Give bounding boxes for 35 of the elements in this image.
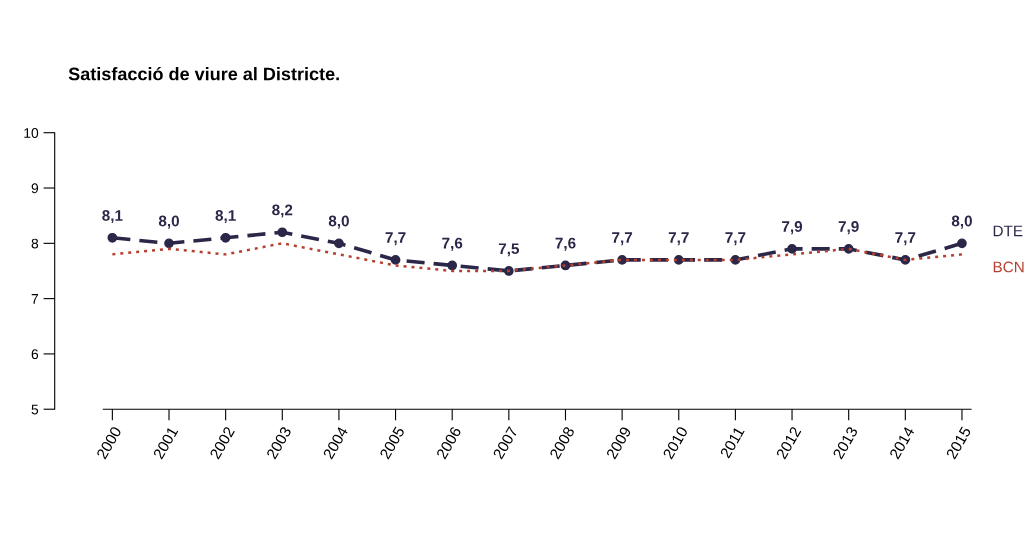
data-label: 7,6 (555, 237, 576, 251)
data-label: 7,7 (895, 232, 916, 246)
data-label: 8,1 (102, 210, 123, 224)
data-label: 8,0 (158, 215, 179, 229)
y-tick-label: 10 (24, 128, 39, 138)
point (107, 232, 118, 243)
point (277, 227, 288, 238)
data-label: 7,7 (725, 232, 746, 246)
y-tick-label: 6 (31, 349, 39, 360)
point (334, 238, 344, 249)
data-label: 8,0 (328, 215, 349, 229)
data-label: 7,7 (668, 232, 689, 246)
y-tick-label: 8 (31, 238, 39, 249)
data-label: 7,6 (442, 237, 463, 251)
text: BCN (993, 261, 1024, 273)
data-label: 7,9 (782, 221, 803, 235)
point (843, 243, 854, 254)
data-label: 7,7 (612, 232, 633, 246)
series-label: DTE (993, 225, 1023, 237)
data-label: 7,9 (838, 221, 859, 235)
point (390, 255, 401, 265)
y-tick-label: 5 (31, 404, 39, 415)
data-label: 7,7 (385, 232, 406, 246)
point (164, 238, 174, 249)
chart-title: Satisfacció de viure al Districte. (68, 66, 339, 81)
y-tick-label: 9 (31, 183, 39, 194)
point (220, 232, 231, 243)
y-tick-label: 7 (31, 294, 39, 304)
data-label: 7,5 (498, 243, 520, 257)
data-label: 8,1 (215, 210, 236, 224)
point (957, 238, 967, 249)
point (787, 243, 797, 254)
point (447, 260, 458, 271)
data-label: 8,2 (272, 204, 293, 218)
data-label: 8,0 (951, 215, 972, 229)
